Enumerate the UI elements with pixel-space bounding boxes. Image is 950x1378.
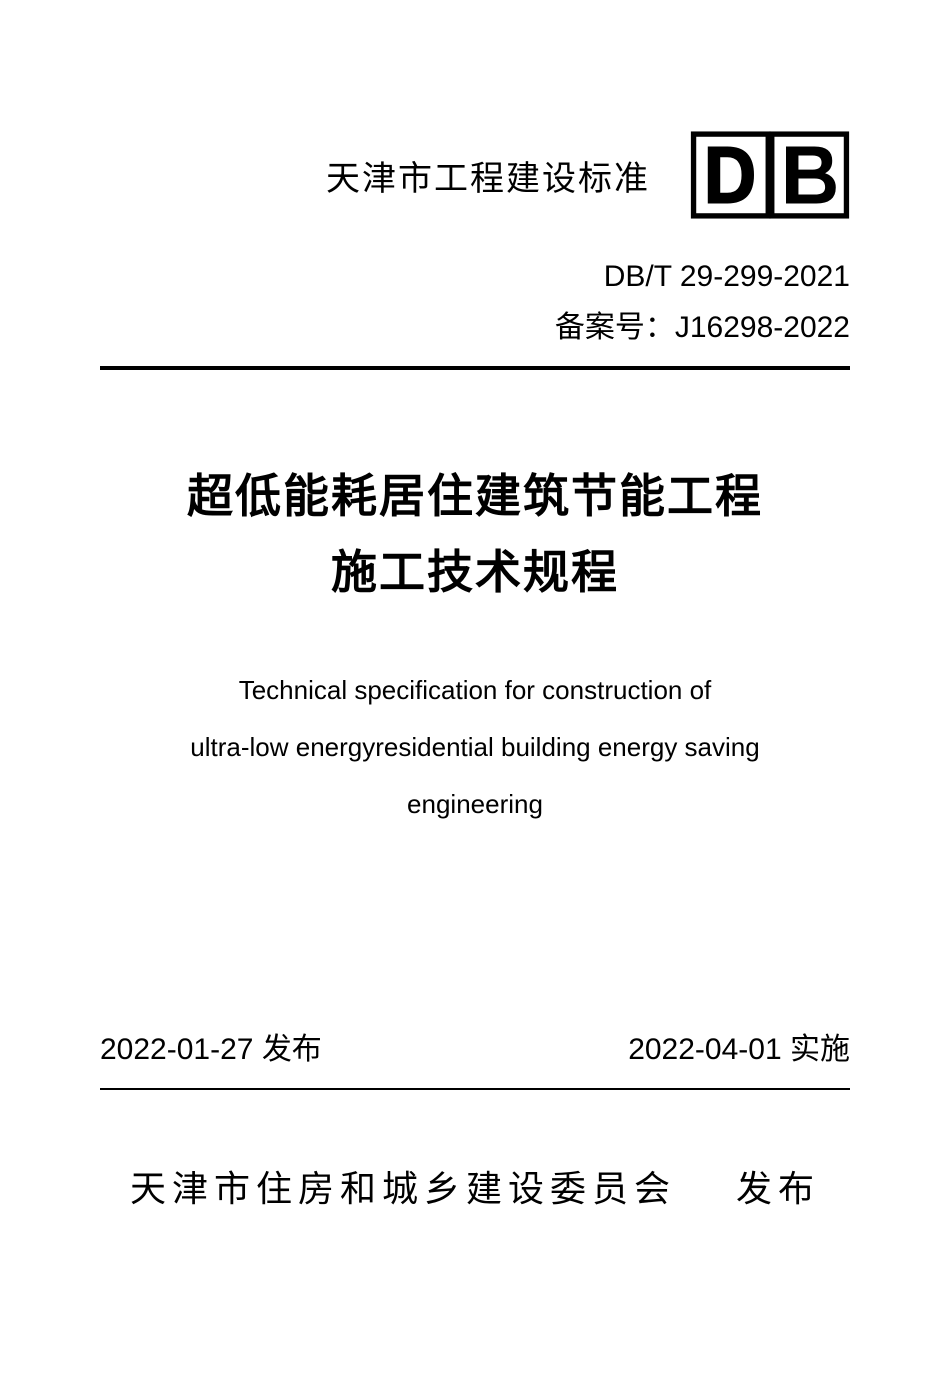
db-logo xyxy=(690,130,850,220)
publish-label: 发布 xyxy=(262,1033,322,1066)
publisher-action: 发布 xyxy=(736,1169,820,1209)
title-chinese-line2: 施工技术规程 xyxy=(100,536,850,602)
divider-bottom xyxy=(100,1088,850,1090)
dates-section: 2022-01-27 发布 2022-04-01 实施 xyxy=(0,1024,950,1068)
db-logo-icon xyxy=(690,130,850,220)
title-english-line1: Technical specification for construction… xyxy=(100,662,850,719)
standard-category-label: 天津市工程建设标准 xyxy=(326,151,650,200)
publish-date-block: 2022-01-27 发布 xyxy=(100,1024,322,1068)
effective-date-block: 2022-04-01 实施 xyxy=(628,1024,850,1068)
publisher-section: 天津市住房和城乡建设委员会 发布 xyxy=(0,1160,950,1212)
effective-label: 实施 xyxy=(790,1033,850,1066)
effective-date: 2022-04-01 xyxy=(628,1033,781,1066)
title-english-line3: engineering xyxy=(100,776,850,833)
title-section: 超低能耗居住建筑节能工程 施工技术规程 xyxy=(0,460,950,602)
publish-date: 2022-01-27 xyxy=(100,1033,253,1066)
header-section: 天津市工程建设标准 xyxy=(0,0,950,220)
registration-number: 备案号：J16298-2022 xyxy=(100,302,850,346)
divider-top xyxy=(100,366,850,370)
title-chinese-line1: 超低能耗居住建筑节能工程 xyxy=(100,460,850,526)
standard-codes: DB/T 29-299-2021 备案号：J16298-2022 xyxy=(0,220,950,346)
title-english-section: Technical specification for construction… xyxy=(0,662,950,834)
publisher-organization: 天津市住房和城乡建设委员会 xyxy=(130,1169,676,1209)
registration-label: 备案号： xyxy=(555,311,675,344)
standard-number: DB/T 29-299-2021 xyxy=(100,260,850,294)
registration-value: J16298-2022 xyxy=(675,311,850,344)
title-english-line2: ultra-low energyresidential building ene… xyxy=(100,719,850,776)
